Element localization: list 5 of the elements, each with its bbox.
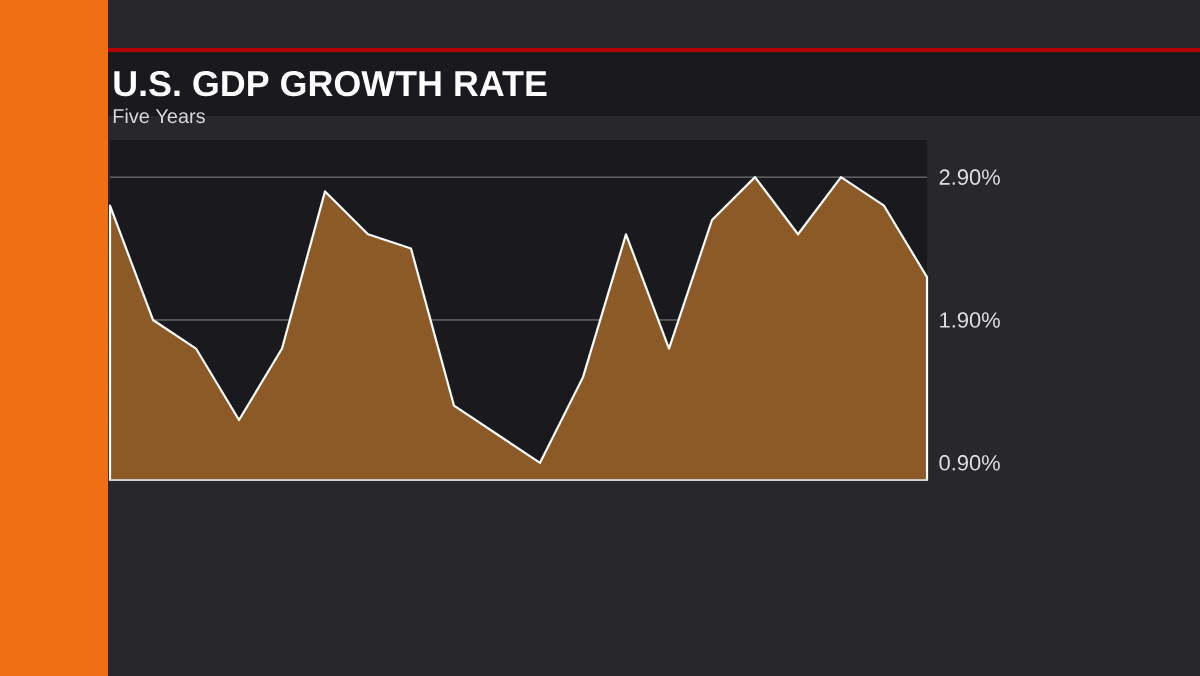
chart-title: U.S. GDP GROWTH RATE xyxy=(114,70,547,97)
chart-subtitle: Five Years xyxy=(113,108,205,124)
y-tick-label: 0.90% xyxy=(939,455,1000,471)
y-tick-label: 2.90% xyxy=(939,169,1000,185)
y-tick-label: 1.90% xyxy=(940,312,1000,328)
